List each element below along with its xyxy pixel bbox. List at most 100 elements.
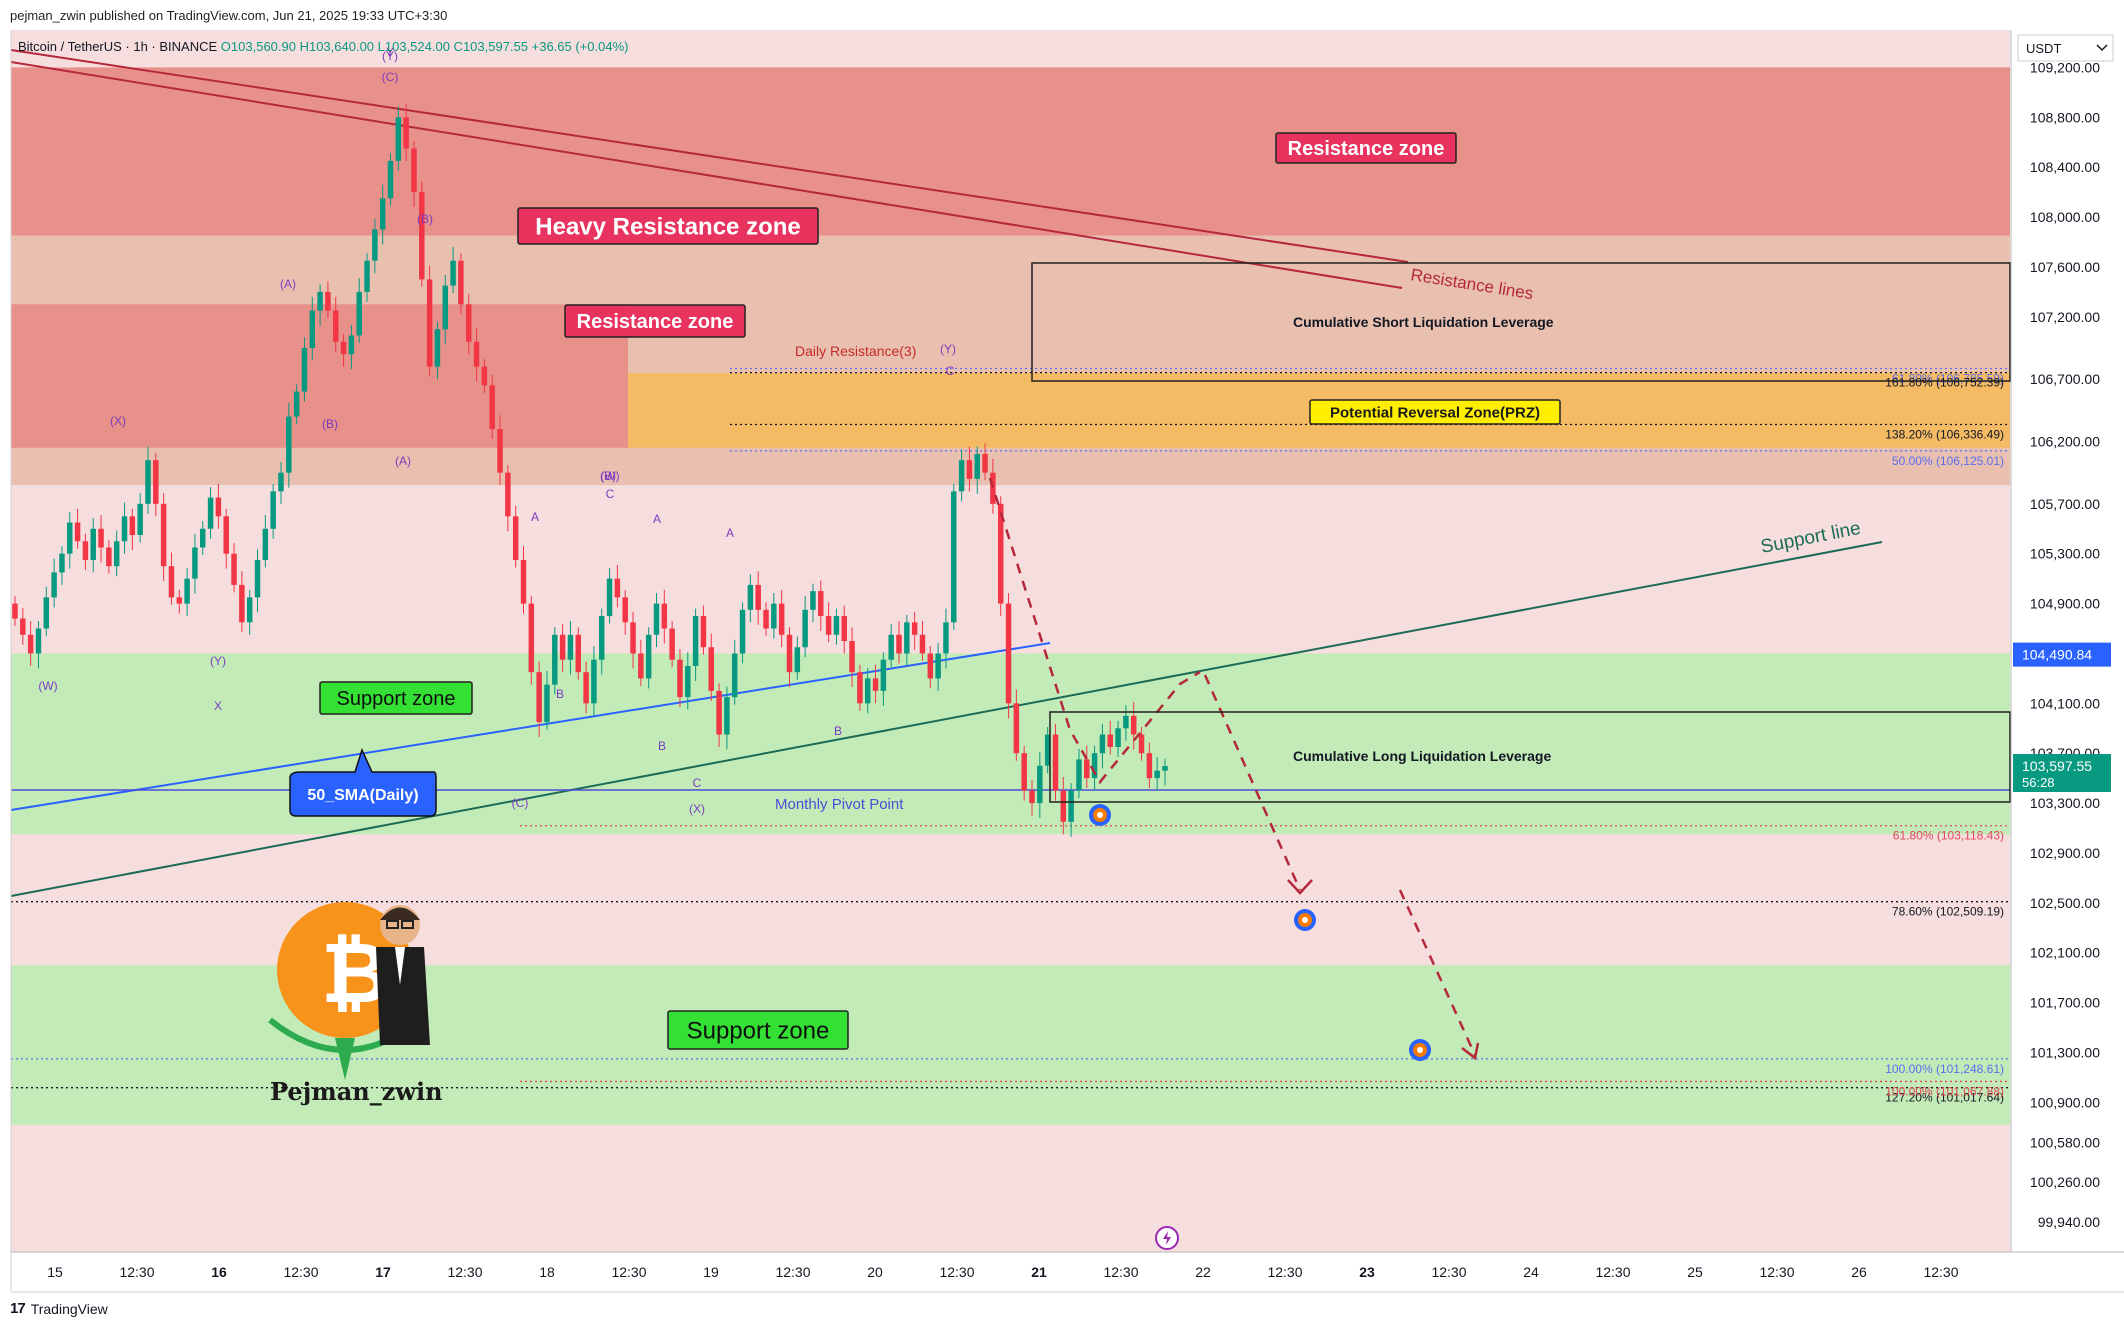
- candle[interactable]: [176, 589, 183, 614]
- price-badge[interactable]: [2013, 642, 2111, 667]
- candle[interactable]: [160, 493, 167, 582]
- candle[interactable]: [1154, 756, 1160, 791]
- candle[interactable]: [1146, 742, 1153, 789]
- candle[interactable]: [700, 605, 707, 655]
- candle[interactable]: [489, 374, 495, 439]
- candle[interactable]: [794, 636, 801, 680]
- candle[interactable]: [653, 592, 660, 648]
- currency-label[interactable]: USDT: [2026, 41, 2061, 56]
- candle[interactable]: [137, 493, 143, 543]
- candle[interactable]: [724, 686, 730, 750]
- long-liquidation-box[interactable]: [1049, 711, 2011, 803]
- target-icon[interactable]: [1294, 909, 1316, 931]
- resistance-line-upper[interactable]: [10, 49, 1409, 263]
- candle[interactable]: [1138, 727, 1145, 761]
- candle[interactable]: [246, 589, 253, 635]
- candle[interactable]: [254, 549, 261, 613]
- candle[interactable]: [200, 521, 206, 555]
- candle[interactable]: [82, 533, 89, 570]
- candle[interactable]: [356, 278, 362, 343]
- candle[interactable]: [552, 627, 558, 695]
- candle[interactable]: [763, 602, 769, 637]
- candle[interactable]: [810, 583, 816, 623]
- candle[interactable]: [927, 645, 934, 689]
- candle[interactable]: [121, 502, 128, 554]
- candle[interactable]: [1076, 748, 1082, 799]
- candle[interactable]: [497, 415, 503, 486]
- zone-label[interactable]: Resistance zone: [1275, 132, 1457, 164]
- candle[interactable]: [536, 661, 542, 738]
- candle[interactable]: [575, 627, 582, 680]
- candle[interactable]: [450, 246, 456, 294]
- candle[interactable]: [598, 608, 605, 675]
- candle[interactable]: [395, 106, 402, 171]
- target-icon[interactable]: [1089, 804, 1111, 826]
- symbol-name[interactable]: Bitcoin / TetherUS · 1h · BINANCE: [18, 39, 218, 54]
- candle[interactable]: [982, 443, 988, 481]
- candle[interactable]: [293, 384, 300, 425]
- candle[interactable]: [1060, 776, 1067, 835]
- candle[interactable]: [340, 334, 347, 367]
- candle[interactable]: [818, 580, 824, 632]
- candle[interactable]: [51, 558, 57, 608]
- candle[interactable]: [708, 633, 714, 701]
- candle[interactable]: [458, 253, 464, 315]
- candle[interactable]: [35, 621, 42, 669]
- candle[interactable]: [1130, 702, 1137, 750]
- candle[interactable]: [278, 462, 284, 504]
- candle[interactable]: [168, 552, 175, 605]
- candle[interactable]: [951, 483, 957, 630]
- zone-label[interactable]: Resistance zone: [564, 304, 746, 338]
- candle[interactable]: [716, 683, 722, 747]
- candle[interactable]: [685, 652, 691, 710]
- candle[interactable]: [802, 596, 808, 658]
- candle[interactable]: [591, 645, 597, 716]
- candle[interactable]: [583, 661, 589, 714]
- candle[interactable]: [27, 621, 34, 666]
- candle[interactable]: [731, 639, 738, 705]
- support-line[interactable]: [10, 541, 1883, 897]
- candle[interactable]: [481, 359, 488, 393]
- resistance-line-lower[interactable]: [10, 61, 1403, 289]
- candle[interactable]: [207, 487, 214, 539]
- candle[interactable]: [911, 611, 918, 650]
- candle[interactable]: [98, 515, 104, 563]
- candle[interactable]: [12, 596, 18, 627]
- candle[interactable]: [387, 153, 394, 206]
- candle[interactable]: [630, 611, 636, 669]
- candle[interactable]: [638, 639, 644, 686]
- candle[interactable]: [747, 574, 754, 623]
- candle[interactable]: [505, 465, 511, 532]
- target-icon[interactable]: [1409, 1039, 1431, 1061]
- candle[interactable]: [215, 483, 222, 529]
- zone-band[interactable]: [11, 304, 628, 448]
- candle[interactable]: [372, 218, 378, 274]
- candle[interactable]: [606, 568, 613, 624]
- candle[interactable]: [1005, 592, 1012, 719]
- candle[interactable]: [223, 508, 229, 569]
- candle[interactable]: [559, 624, 566, 673]
- candle[interactable]: [888, 624, 894, 668]
- price-badge[interactable]: [2013, 753, 2111, 792]
- candle[interactable]: [364, 253, 370, 302]
- candle[interactable]: [59, 546, 65, 585]
- candle[interactable]: [1107, 720, 1113, 755]
- zone-label[interactable]: Heavy Resistance zone: [517, 207, 819, 245]
- candle[interactable]: [1052, 723, 1059, 801]
- candle[interactable]: [1013, 689, 1020, 761]
- candle[interactable]: [129, 508, 136, 550]
- candle[interactable]: [231, 543, 237, 593]
- currency-selector[interactable]: [2017, 34, 2114, 62]
- candle[interactable]: [145, 446, 151, 514]
- candle[interactable]: [1021, 745, 1027, 801]
- candle[interactable]: [622, 589, 628, 635]
- candle[interactable]: [106, 539, 112, 574]
- candle[interactable]: [262, 515, 269, 568]
- candle[interactable]: [520, 546, 527, 614]
- candle[interactable]: [309, 296, 316, 361]
- candle[interactable]: [67, 511, 73, 569]
- candle[interactable]: [1091, 745, 1098, 791]
- candle[interactable]: [1084, 745, 1090, 789]
- candle[interactable]: [677, 649, 683, 708]
